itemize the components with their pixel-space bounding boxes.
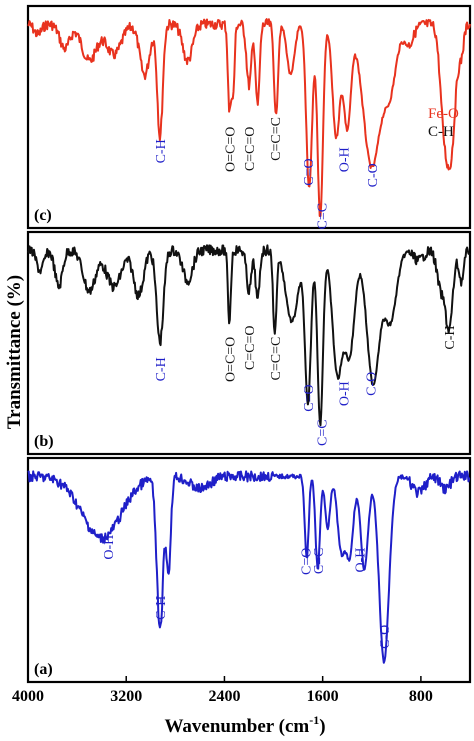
peak-label: C-H — [443, 326, 458, 350]
panel-label-c: (c) — [34, 207, 52, 224]
peak-labels: (c)C-H O=C=O C=C=O C=C=CC=OC=CO-HC-OFe-OC-H… — [34, 106, 459, 678]
x-axis: 4000 3200 2400 1600 800 — [12, 676, 433, 705]
panel-label-b: (b) — [34, 433, 54, 450]
peak-label: C=O — [300, 548, 315, 575]
corner-label: Fe-O — [428, 106, 459, 122]
peak-label: C-O — [378, 625, 393, 649]
spectrum-c — [27, 18, 471, 217]
peak-label: O-H — [338, 381, 353, 406]
peak-label: C-H — [154, 357, 169, 381]
peak-label: C-O — [366, 163, 381, 187]
peak-label: O-H — [102, 535, 117, 560]
peak-label: C=C — [315, 419, 330, 446]
peak-label: C=C=O — [243, 127, 258, 172]
peak-label: C-O — [365, 372, 380, 396]
panel-frame-c — [26, 4, 472, 230]
x-tick-label: 800 — [409, 688, 433, 705]
x-tick-label: 1600 — [307, 688, 339, 705]
peak-label: O=C=O — [223, 127, 238, 172]
peak-label: O-H — [354, 548, 369, 573]
panel-label-a: (a) — [34, 661, 53, 678]
x-tick-label: 2400 — [208, 688, 240, 705]
corner-label: C-H — [428, 124, 454, 140]
peak-label: C-H — [154, 596, 169, 620]
peak-label: C=C=C — [269, 117, 284, 161]
peak-label: C=O — [302, 384, 317, 411]
peak-label: C=O — [302, 158, 317, 185]
peak-label: C=C — [315, 203, 330, 230]
peak-label: C-H — [154, 139, 169, 163]
peak-label: C=C — [312, 548, 327, 575]
spectrum-a — [27, 470, 471, 664]
panel-frame-b — [26, 230, 472, 456]
peak-label: C=C=O — [243, 326, 258, 371]
peak-label: O-H — [338, 147, 353, 172]
panel-frame-a — [26, 456, 472, 684]
x-tick-label: 3200 — [110, 688, 142, 705]
spectra — [27, 18, 471, 664]
peak-label: C=C=C — [269, 337, 284, 381]
panel-frames — [26, 4, 472, 684]
peak-label: O=C=O — [223, 337, 238, 382]
y-axis-label: Transmittance (%) — [4, 275, 25, 429]
x-axis-label: Wavenumber (cm-1) — [164, 713, 325, 737]
spectrum-b — [27, 244, 471, 427]
x-tick-label: 4000 — [12, 688, 44, 705]
